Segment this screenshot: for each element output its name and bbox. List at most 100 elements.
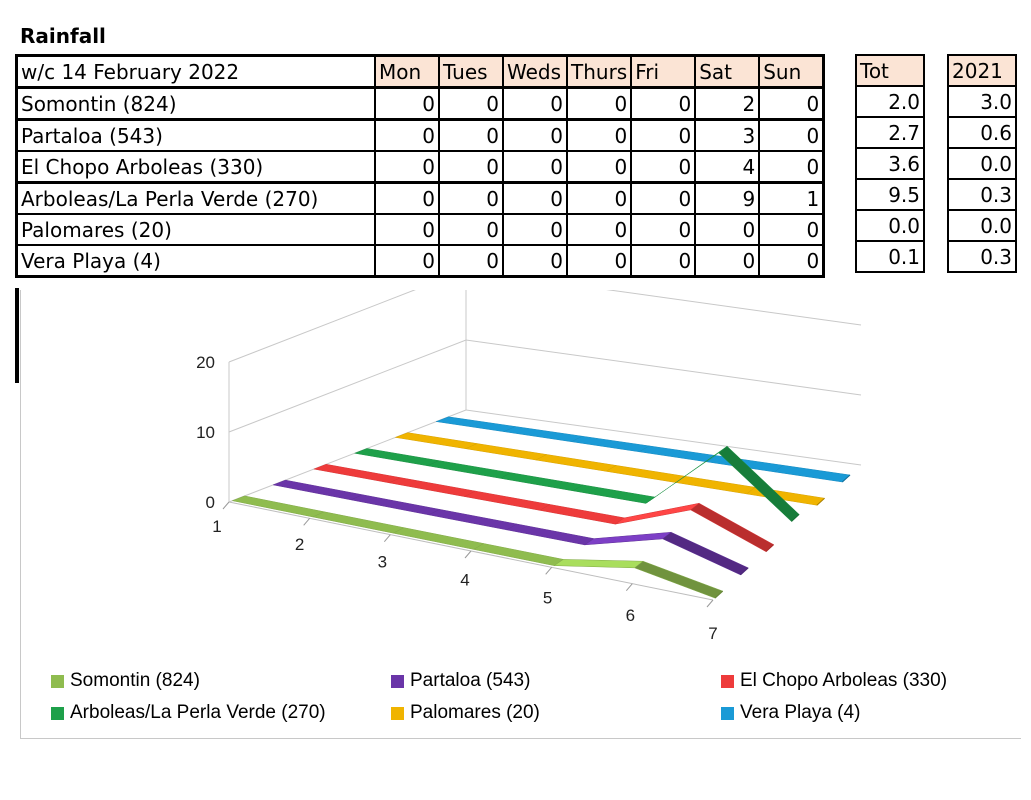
rain-value: 2	[694, 86, 761, 121]
ribbon-segment	[690, 502, 775, 552]
x-tick-mark	[383, 534, 391, 542]
station-name: Palomares (20)	[15, 213, 376, 246]
day-header: Mon	[374, 54, 440, 89]
ribbon-end	[765, 544, 775, 553]
tot-value: 0.1	[855, 240, 925, 273]
gridline	[228, 339, 862, 433]
x-tick-mark	[545, 567, 553, 575]
ribbon-segment	[350, 494, 441, 516]
ribbon-segment	[638, 445, 717, 463]
ribbon-segment	[774, 465, 851, 483]
ribbon-segment	[428, 509, 518, 531]
rain-value: 0	[565, 118, 633, 152]
rain-value: 0	[630, 118, 697, 152]
station-name: Partaloa (543)	[15, 118, 376, 152]
table-row: 3.0	[947, 85, 1017, 118]
legend-swatch	[51, 706, 64, 720]
table-row: Vera Playa (4) 0 0 0 0 0 0 0	[15, 244, 825, 278]
rain-value: 3	[694, 118, 761, 152]
rain-value: 0	[565, 213, 633, 246]
tot-header: Tot	[855, 54, 925, 87]
table-border-extension	[15, 288, 19, 383]
y-tick-label: 10	[196, 423, 215, 442]
ribbon-segment	[231, 495, 326, 518]
station-name: Vera Playa (4)	[15, 244, 376, 278]
x-tick-mark	[303, 518, 311, 526]
ribbon-segment	[435, 416, 517, 432]
table-row: El Chopo Arboleas (330) 0 0 0 0 0 4 0	[15, 150, 825, 184]
day-header: Tues	[438, 54, 504, 89]
rain-value: 0	[502, 213, 568, 246]
ribbon-end	[740, 567, 749, 576]
legend-swatch	[51, 674, 64, 688]
rain-value: 0	[630, 150, 697, 184]
table-row: 2.0	[855, 85, 925, 118]
table-row: 0.0	[855, 209, 925, 242]
rain-value: 0	[758, 150, 825, 184]
ribbon-end	[791, 514, 800, 522]
ribbon-segment	[392, 527, 485, 550]
rain-value: 0	[565, 181, 633, 215]
rainfall-chart: 0 10 20 1 2 3 4 5 6 7 Somontin (824) Partaloa (543…	[20, 290, 1021, 739]
ribbon-segment	[272, 479, 364, 501]
total-table: Tot 2.0 2.7 3.6 9.5 0.0 0.1	[855, 54, 925, 273]
rainfall-table: w/c 14 February 2022 Mon Tues Weds Thurs Fri S…	[15, 54, 826, 278]
ribbon-segment	[539, 504, 626, 525]
ribbon-segment	[502, 426, 584, 442]
legend-item: Arboleas/La Perla Verde (270)	[51, 702, 326, 724]
rain-value: 0	[374, 150, 440, 184]
legend-label: Palomares (20)	[410, 702, 540, 723]
table-row: 0.6	[947, 116, 1017, 149]
x-tick-mark	[464, 550, 472, 559]
legend-swatch	[721, 706, 734, 720]
ribbon-segment	[311, 511, 405, 534]
legend-item: Palomares (20)	[391, 702, 540, 724]
legend-item: El Chopo Arboleas (330)	[721, 670, 947, 692]
rain-value: 0	[758, 244, 825, 278]
table-header-row: 2021	[947, 54, 1017, 87]
table-row: Palomares (20) 0 0 0 0 0 0 0	[15, 213, 825, 246]
previous-year-value: 0.3	[947, 240, 1017, 273]
previous-year-value: 0.3	[947, 178, 1017, 211]
tot-value: 2.0	[855, 85, 925, 118]
x-tick-mark	[625, 583, 633, 591]
table-row: Partaloa (543) 0 0 0 0 0 3 0	[15, 118, 825, 152]
table-row: 0.3	[947, 240, 1017, 273]
week-label: w/c 14 February 2022	[15, 54, 376, 89]
rain-value: 0	[565, 150, 633, 184]
ribbon-segment	[605, 465, 687, 483]
ribbon-segment	[463, 490, 551, 511]
rain-value: 0	[565, 244, 633, 278]
ribbon-segment	[570, 435, 650, 453]
station-name: Arboleas/La Perla Verde (270)	[15, 181, 376, 215]
ribbon-segment	[506, 523, 595, 546]
x-tick-mark	[222, 501, 230, 510]
previous-year-header: 2021	[947, 54, 1017, 87]
legend-label: El Chopo Arboleas (330)	[740, 670, 948, 691]
ribbon-segment	[499, 472, 584, 492]
legend-item: Somontin (824)	[51, 670, 200, 692]
table-row: Arboleas/La Perla Verde (270) 0 0 0 0 0 9 1	[15, 181, 825, 215]
ribbon-end	[842, 474, 851, 483]
legend-label: Vera Playa (4)	[740, 702, 861, 723]
floor-edge-left	[228, 409, 467, 503]
rain-value: 4	[694, 150, 761, 184]
tot-value: 2.7	[855, 116, 925, 149]
x-tick-label: 5	[543, 588, 552, 607]
day-header: Sun	[758, 54, 825, 89]
previous-year-value: 3.0	[947, 85, 1017, 118]
ribbon-segment	[312, 464, 402, 484]
previous-year-value: 0.0	[947, 209, 1017, 242]
ribbon-segment	[615, 503, 700, 525]
y-tick-label: 0	[206, 493, 215, 512]
rain-value: 0	[374, 213, 440, 246]
previous-year-value: 0.0	[947, 147, 1017, 180]
ribbon-segment	[662, 531, 749, 576]
table-row: 0.0	[947, 147, 1017, 180]
tot-value: 9.5	[855, 178, 925, 211]
legend-swatch	[391, 674, 404, 688]
day-header: Fri	[630, 54, 697, 89]
rain-value: 0	[630, 213, 697, 246]
rain-value: 0	[502, 244, 568, 278]
legend-item: Vera Playa (4)	[721, 702, 860, 724]
